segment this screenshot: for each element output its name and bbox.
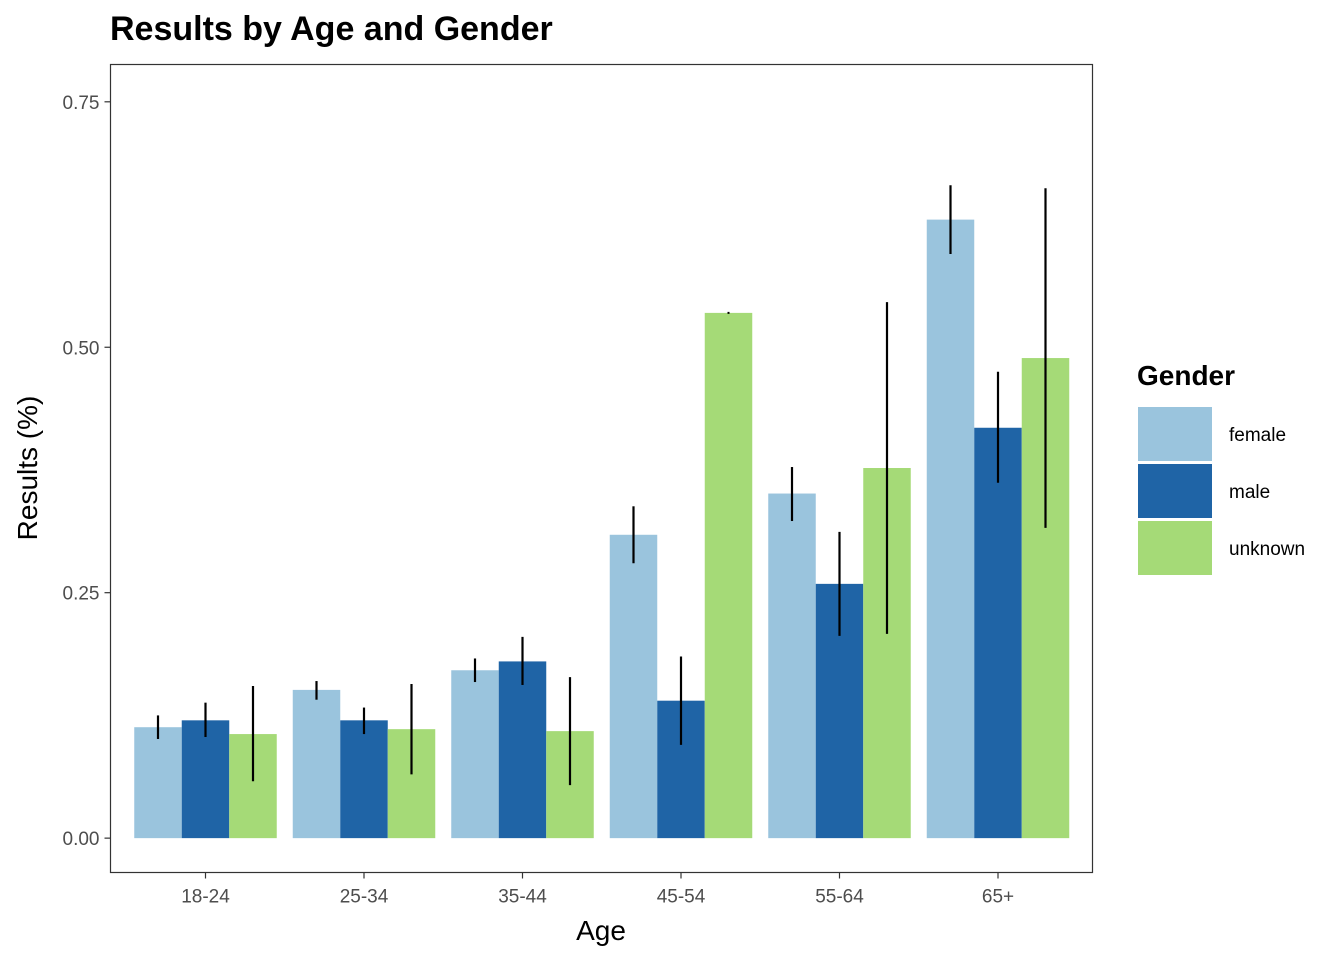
- legend-label-male: male: [1229, 482, 1270, 503]
- y-axis: 0.00 0.25 0.50 0.75: [63, 93, 111, 850]
- bar-male-35-44: [498, 661, 547, 839]
- bar-female-35-44: [451, 670, 499, 839]
- bar-male-18-24: [181, 720, 230, 839]
- y-tick-label: 0.75: [63, 93, 100, 114]
- bar-male-65+: [974, 427, 1022, 839]
- y-tick-label: 0.50: [63, 338, 100, 359]
- bar-female-18-24: [134, 727, 182, 839]
- x-tick-label: 35-44: [498, 887, 547, 908]
- legend: Gender female male unknown: [1137, 360, 1305, 575]
- plot-panel-border: [109, 63, 1094, 874]
- bars-layer: [134, 219, 1070, 839]
- chart-title: Results by Age and Gender: [110, 10, 553, 48]
- bar-female-65+: [926, 219, 975, 839]
- legend-title: Gender: [1137, 360, 1235, 391]
- error-bar-unknown-45-54: [727, 311, 730, 314]
- error-bars-layer: [156, 185, 1047, 786]
- legend-label-female: female: [1229, 425, 1286, 446]
- y-tick-label: 0.25: [63, 584, 100, 605]
- y-tick-label: 0.00: [63, 829, 100, 850]
- bar-female-55-64: [768, 493, 816, 839]
- x-axis-title: Age: [576, 915, 626, 946]
- bar-unknown-45-54: [704, 312, 753, 839]
- y-axis-title: Results (%): [12, 396, 43, 541]
- bar-female-45-54: [609, 534, 658, 839]
- bar-female-25-34: [292, 689, 341, 839]
- x-tick-label: 25-34: [340, 887, 389, 908]
- legend-key-female: [1138, 407, 1212, 461]
- x-axis: 18-24 25-34 35-44 45-54 55-64 65+: [181, 872, 1014, 908]
- x-tick-label: 55-64: [815, 887, 864, 908]
- legend-label-unknown: unknown: [1229, 539, 1305, 560]
- x-tick-label: 18-24: [181, 887, 230, 908]
- legend-key-male: [1138, 464, 1212, 518]
- bar-male-25-34: [340, 720, 388, 839]
- x-tick-label: 45-54: [657, 887, 706, 908]
- legend-key-unknown: [1138, 521, 1212, 575]
- x-tick-label: 65+: [982, 887, 1014, 908]
